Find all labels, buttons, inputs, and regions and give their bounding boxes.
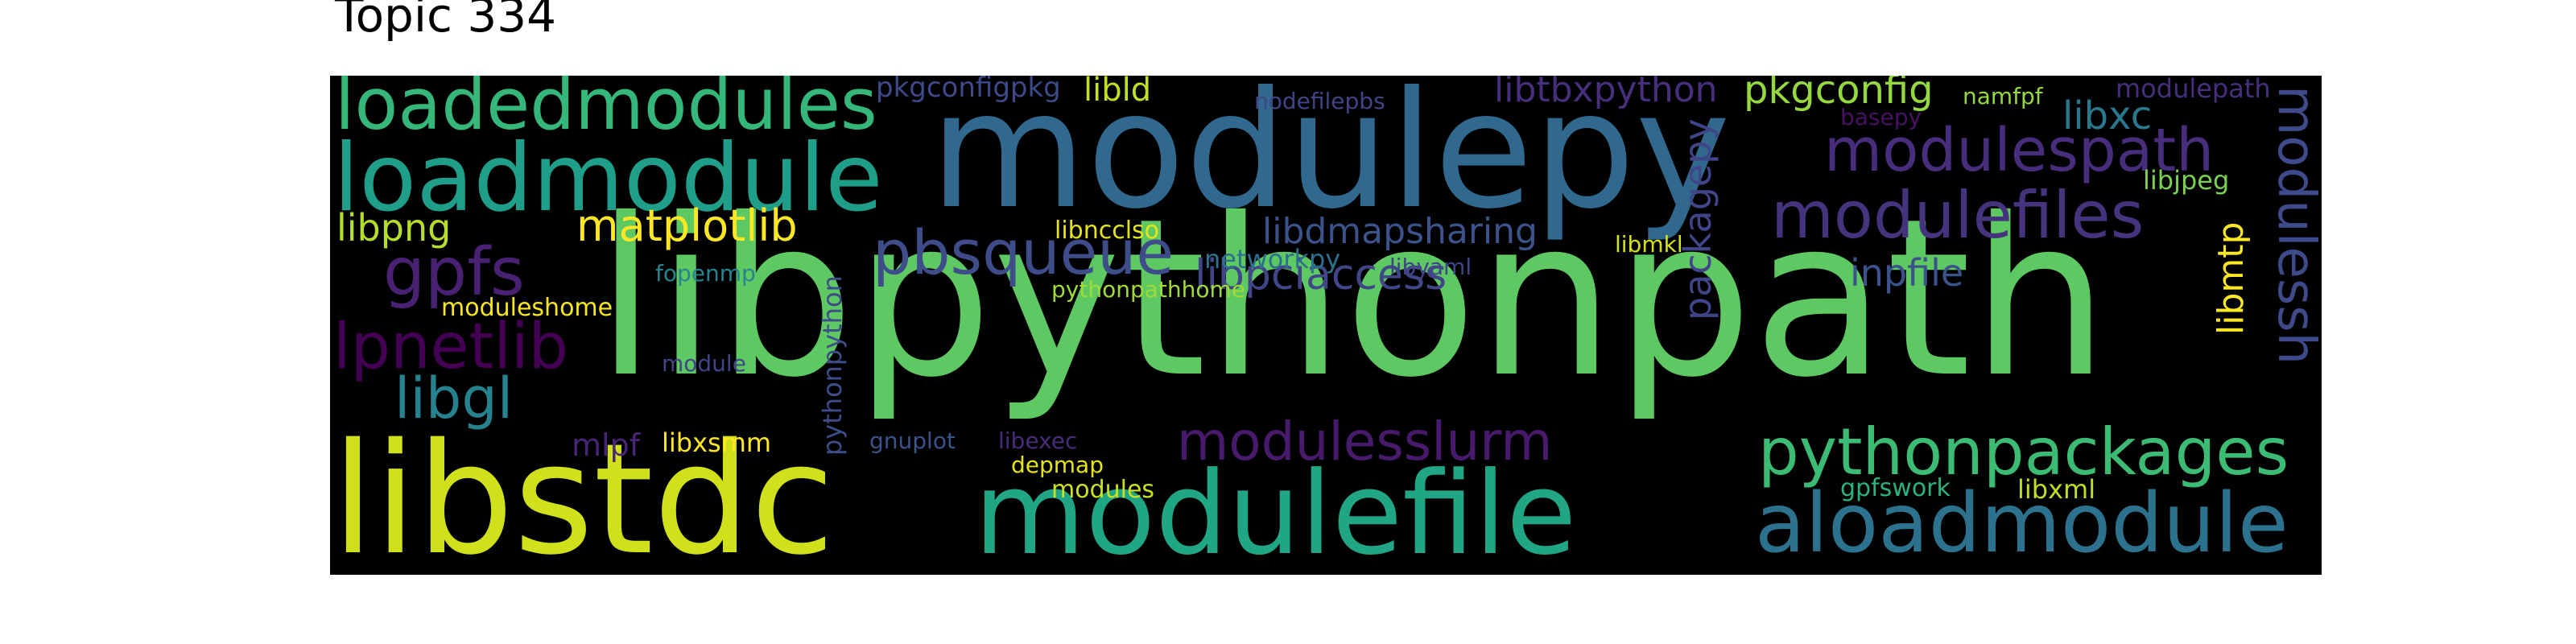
word-mlpf: mlpf [572,427,641,463]
word-libdmapsharing: libdmapsharing [1262,211,1538,252]
word-lpnetlib: lpnetlib [333,311,569,383]
word-libpng: libpng [336,206,452,250]
word-gpfswork: gpfswork [1840,474,1951,502]
word-moduleshome: moduleshome [441,294,613,322]
word-gpfs: gpfs [383,234,525,311]
word-nodefilepbs: nodefilepbs [1254,88,1385,114]
word-pkgconfig: pkgconfig [1744,76,1934,113]
word-loadmodule: loadmodule [333,124,883,233]
word-modulepath: modulepath [2116,76,2271,104]
word-modulesslurm: modulesslurm [1177,411,1553,473]
word-libld: libld [1084,76,1152,109]
word-namfpf: namfpf [1963,83,2043,109]
word-cloud: libpythonpath modulepy libstdc modulefil… [330,76,2322,575]
word-libxml: libxml [2017,474,2096,505]
word-modules: modules [1051,476,1155,504]
word-libpciaccess: libpciaccess [1195,251,1447,299]
word-depmap: depmap [1011,452,1104,478]
word-libxsmm: libxsmm [662,427,772,458]
word-modulepy: modulepy [930,76,1731,245]
word-gnuplot: gnuplot [869,427,956,454]
word-modulefile: modulefile [974,448,1577,575]
word-libjpeg: libjpeg [2143,165,2230,196]
word-packagepy: packagepy [1676,118,1719,320]
word-pythonpython: pythonpython [817,275,848,456]
word-libstdc: libstdc [332,411,835,576]
word-libpythonpath: libpythonpath [596,171,2109,425]
word-modulessh: modulessh [2266,85,2322,365]
word-libgl: libgl [394,365,514,431]
word-libncclso: libncclso [1055,217,1160,245]
word-pythonpackages: pythonpackages [1758,415,2289,489]
word-aloadmodule: aloadmodule [1755,476,2289,572]
word-modulefiles: modulefiles [1771,178,2145,253]
word-libmtp: libmtp [2211,221,2252,335]
word-pbsqueue: pbsqueue [873,217,1174,288]
word-modulespath: modulespath [1824,116,2215,185]
word-networkpy: networkpy [1204,244,1341,275]
page-title: Topic 334 [335,0,557,43]
word-basepy: basepy [1840,104,1922,130]
word-libyaml: libyaml [1389,254,1472,280]
word-inpfile: inpfile [1850,251,1964,295]
word-pythonpathhome: pythonpathhome [1051,276,1245,303]
word-libmkl: libmkl [1615,231,1683,258]
word-libxc: libxc [2062,93,2153,138]
word-module: module [662,350,746,377]
word-fopenmp: fopenmp [655,260,756,287]
word-libexec: libexec [998,427,1078,454]
word-pkgconfigpkg: pkgconfigpkg [876,76,1061,104]
word-libtbxpython: libtbxpython [1494,76,1718,110]
word-loadedmodules: loadedmodules [335,76,877,146]
word-matplotlib: matplotlib [576,200,798,251]
